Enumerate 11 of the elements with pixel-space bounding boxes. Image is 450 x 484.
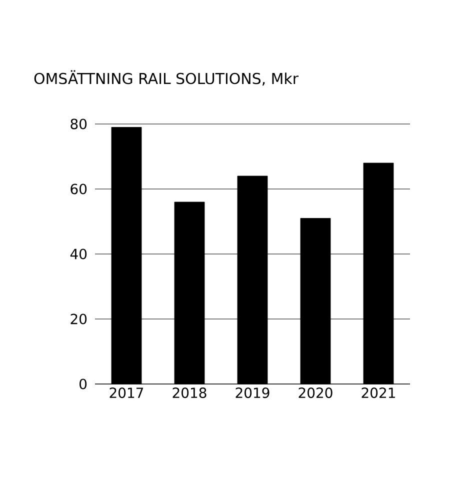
x-tick-label: 2018 (172, 388, 206, 398)
x-tick-label: 2020 (298, 388, 332, 398)
y-tick-label: 20 (70, 314, 87, 324)
y-tick-label: 0 (80, 378, 87, 390)
chart-title: OMSÄTTNING RAIL SOLUTIONS, Mkr (34, 70, 299, 86)
y-tick-label: 80 (70, 118, 87, 130)
x-tick-label: 2019 (236, 388, 270, 398)
y-tick-label: 60 (70, 184, 87, 194)
y-tick-label: 40 (70, 248, 87, 260)
x-tick-label: 2021 (362, 388, 395, 398)
x-tick-label: 2017 (110, 388, 144, 398)
